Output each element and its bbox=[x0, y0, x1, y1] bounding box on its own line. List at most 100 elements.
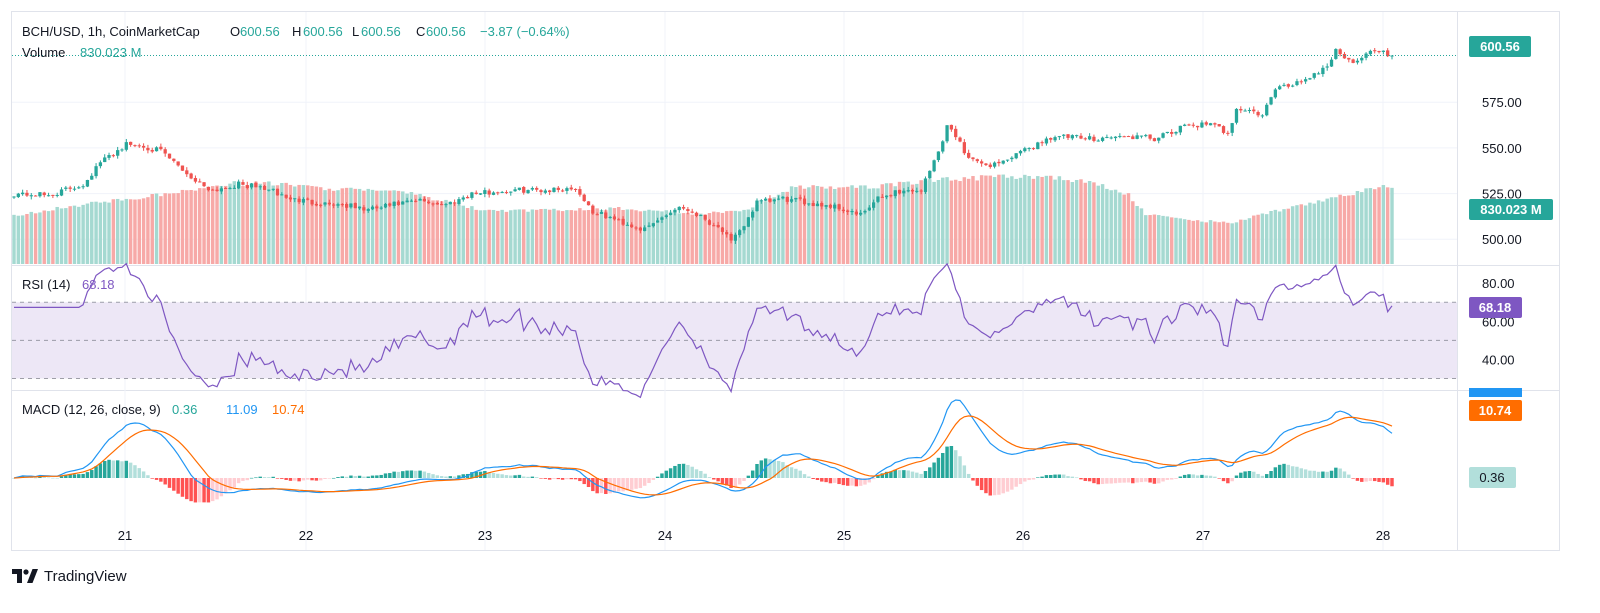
volume-bar bbox=[720, 212, 725, 264]
macd-hist-bar bbox=[556, 478, 561, 480]
volume-bar bbox=[94, 201, 98, 264]
macd-hist-bar bbox=[198, 478, 202, 503]
candle-body bbox=[288, 197, 293, 200]
macd-hist-bar bbox=[1243, 471, 1247, 478]
candle-body bbox=[388, 203, 392, 206]
volume-bar bbox=[807, 187, 811, 264]
main-legend: BCH/USD, 1h, CoinMarketCap O 600.56 H 60… bbox=[22, 24, 570, 60]
candle-body bbox=[370, 206, 375, 210]
macd-hist-bar bbox=[1182, 474, 1187, 478]
volume-bar bbox=[949, 180, 954, 264]
volume-bar bbox=[25, 213, 29, 264]
volume-bar bbox=[219, 185, 224, 264]
candle-body bbox=[906, 190, 910, 192]
macd-hist-bar bbox=[405, 470, 409, 478]
candle-body bbox=[72, 188, 77, 190]
candle-body bbox=[1031, 148, 1036, 150]
macd-hist-bar bbox=[1316, 471, 1321, 478]
macd-hist-bar bbox=[461, 474, 465, 478]
candle-body bbox=[1053, 137, 1057, 141]
candle-body bbox=[457, 199, 461, 205]
macd-hist-bar bbox=[850, 478, 854, 486]
macd-hist-bar bbox=[673, 465, 677, 478]
macd-hist-bar bbox=[586, 478, 591, 488]
candle-body bbox=[522, 187, 526, 193]
volume-bar bbox=[595, 208, 599, 264]
volume-bar bbox=[444, 199, 448, 264]
macd-hist-bar bbox=[1100, 478, 1105, 485]
volume-bar bbox=[461, 205, 465, 264]
volume-bar bbox=[1139, 208, 1144, 264]
candle-body bbox=[1217, 124, 1221, 127]
volume-bar bbox=[1239, 219, 1243, 264]
volume-bar bbox=[1351, 195, 1355, 264]
candle-body bbox=[465, 196, 470, 199]
volume-bar bbox=[971, 176, 975, 264]
candle-body bbox=[729, 233, 733, 241]
macd-hist-bar bbox=[958, 456, 962, 478]
candle-body bbox=[1243, 110, 1247, 112]
macd-hist-bar bbox=[660, 473, 664, 478]
candle-body bbox=[893, 190, 897, 197]
macd-hist-bar bbox=[642, 478, 647, 486]
volume-bar bbox=[854, 187, 859, 264]
candle-body bbox=[1066, 134, 1070, 138]
macd-hist-bar bbox=[336, 477, 340, 478]
macd-hist-bar bbox=[1023, 478, 1027, 482]
macd-hist-bar bbox=[418, 470, 422, 478]
volume-bar bbox=[310, 186, 314, 264]
candle-body bbox=[919, 190, 923, 192]
change-value: −3.87 (−0.64%) bbox=[480, 24, 570, 39]
volume-bar bbox=[599, 209, 604, 264]
tradingview-logo-icon bbox=[12, 569, 38, 583]
volume-bar bbox=[206, 186, 211, 264]
candle-body bbox=[1195, 125, 1200, 128]
macd-hist-bar bbox=[1113, 478, 1118, 484]
macd-hist-bar bbox=[1338, 468, 1342, 478]
candle-body bbox=[1347, 57, 1351, 60]
macd-hist-bar bbox=[794, 468, 798, 478]
macd-hist-bar bbox=[1066, 476, 1070, 478]
macd-hist-bar bbox=[1299, 468, 1304, 478]
candle-body bbox=[1057, 136, 1062, 138]
volume-bar bbox=[1334, 197, 1338, 264]
volume-bar bbox=[306, 185, 310, 264]
macd-hist-bar bbox=[202, 478, 206, 503]
macd-hist-bar bbox=[552, 478, 556, 479]
macd-hist-bar bbox=[707, 477, 712, 478]
volume-bar bbox=[280, 182, 284, 264]
volume-bar bbox=[478, 210, 483, 264]
candle-body bbox=[699, 215, 703, 217]
volume-bar bbox=[802, 188, 807, 264]
candle-body bbox=[543, 190, 547, 193]
volume-bar bbox=[1014, 178, 1018, 264]
candle-body bbox=[198, 181, 202, 183]
close-value: 600.56 bbox=[426, 24, 466, 39]
macd-hist-bar bbox=[280, 478, 284, 479]
macd-hist-bar bbox=[1144, 478, 1148, 482]
macd-hist-bar bbox=[1217, 478, 1221, 479]
candle-body bbox=[42, 192, 46, 196]
volume-bar bbox=[1234, 222, 1239, 264]
candle-body bbox=[20, 192, 25, 195]
candle-body bbox=[1144, 135, 1148, 137]
macd-hist-bar bbox=[474, 471, 478, 478]
candle-body bbox=[275, 188, 280, 196]
macd-hist-bar bbox=[1372, 478, 1377, 482]
x-tick-label: 27 bbox=[1196, 528, 1210, 543]
volume-bar bbox=[1295, 205, 1299, 264]
macd-hist-bar bbox=[694, 469, 699, 478]
tradingview-brand[interactable]: TradingView bbox=[44, 567, 127, 585]
candle-body bbox=[552, 187, 556, 193]
volume-bar bbox=[1152, 214, 1157, 264]
macd-hist-bar bbox=[180, 478, 185, 497]
macd-hist-bar bbox=[1187, 474, 1191, 478]
macd-hist-bar bbox=[301, 478, 306, 481]
macd-hist-bar bbox=[1385, 478, 1390, 485]
candle-body bbox=[68, 187, 72, 189]
macd-hist-bar bbox=[807, 476, 811, 478]
macd-hist-bar bbox=[522, 476, 526, 478]
candle-body bbox=[344, 204, 349, 208]
macd-hist-bar bbox=[51, 477, 55, 479]
volume-bar bbox=[1044, 175, 1049, 264]
